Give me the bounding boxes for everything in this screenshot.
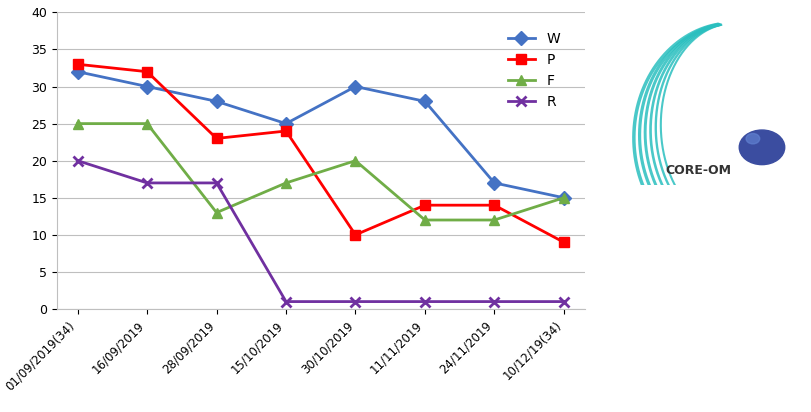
Circle shape <box>738 130 783 165</box>
F <box>142 121 152 126</box>
P <box>142 69 152 74</box>
F <box>73 121 83 126</box>
Legend: W, P, F, R: W, P, F, R <box>500 25 566 116</box>
F <box>419 218 429 222</box>
R <box>212 180 221 185</box>
R <box>281 299 290 304</box>
R <box>419 299 429 304</box>
W <box>73 69 83 74</box>
W <box>212 99 221 104</box>
P <box>419 203 429 208</box>
P <box>281 129 290 133</box>
F <box>489 218 499 222</box>
P <box>212 136 221 141</box>
R <box>142 180 152 185</box>
F <box>558 195 568 200</box>
Text: CORE-OM: CORE-OM <box>664 164 731 177</box>
R <box>489 299 499 304</box>
Circle shape <box>745 133 759 144</box>
R <box>558 299 568 304</box>
R <box>73 158 83 163</box>
Line: R: R <box>73 156 568 307</box>
Line: F: F <box>73 119 568 225</box>
P <box>73 62 83 67</box>
F <box>350 158 360 163</box>
Line: P: P <box>73 59 568 247</box>
W <box>350 84 360 89</box>
P <box>489 203 499 208</box>
Line: W: W <box>73 67 568 203</box>
W <box>419 99 429 104</box>
P <box>350 232 360 237</box>
F <box>212 210 221 215</box>
F <box>281 180 290 185</box>
W <box>489 180 499 185</box>
R <box>350 299 360 304</box>
P <box>558 240 568 245</box>
W <box>142 84 152 89</box>
W <box>281 121 290 126</box>
W <box>558 195 568 200</box>
